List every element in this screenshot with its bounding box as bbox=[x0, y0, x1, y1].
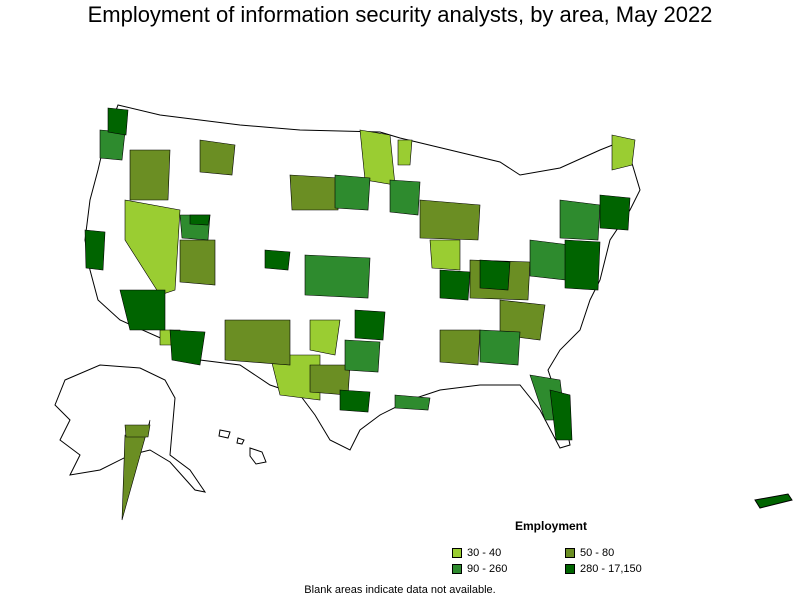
legend-item-4: 280 - 17,150 bbox=[565, 563, 642, 575]
map-title: Employment of information security analy… bbox=[87, 2, 713, 27]
areas-50-80 bbox=[121, 139, 546, 521]
legend-label: 50 - 80 bbox=[580, 547, 615, 559]
hawaii-island-2 bbox=[236, 437, 245, 445]
legend-swatch bbox=[565, 564, 575, 574]
legend-label: 280 - 17,150 bbox=[580, 563, 642, 575]
legend-title: Employment bbox=[515, 519, 588, 533]
hawaii-island-3 bbox=[249, 447, 267, 465]
hawaii-island-1 bbox=[218, 429, 231, 439]
areas-90-260 bbox=[99, 129, 601, 421]
legend-item-3: 90 - 260 bbox=[452, 563, 507, 575]
footnote: Blank areas indicate data not available. bbox=[304, 584, 496, 596]
legend-item-1: 30 - 40 bbox=[452, 547, 501, 559]
legend-swatch bbox=[565, 548, 575, 558]
legend-swatch bbox=[452, 548, 462, 558]
puerto-rico bbox=[754, 493, 793, 509]
legend-label: 30 - 40 bbox=[467, 547, 502, 559]
legend-item-2: 50 - 80 bbox=[565, 547, 614, 559]
areas-280-17150 bbox=[84, 107, 631, 441]
legend-label: 90 - 260 bbox=[467, 563, 508, 575]
legend-swatch bbox=[452, 564, 462, 574]
